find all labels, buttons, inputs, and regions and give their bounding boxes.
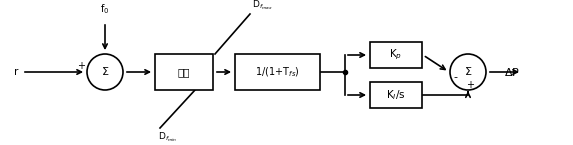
Text: Σ: Σ xyxy=(101,67,108,77)
Text: D$_{f_{max}}$: D$_{f_{max}}$ xyxy=(252,0,273,12)
Text: 死区: 死区 xyxy=(178,67,190,77)
Text: f$_0$: f$_0$ xyxy=(100,2,109,16)
Bar xyxy=(235,54,320,90)
Text: -: - xyxy=(453,72,457,82)
Circle shape xyxy=(450,54,486,90)
Text: r: r xyxy=(14,67,18,77)
Bar xyxy=(370,42,422,68)
Text: D$_{f_{min}}$: D$_{f_{min}}$ xyxy=(158,130,177,144)
Text: K$_I$/s: K$_I$/s xyxy=(386,88,406,102)
Text: Σ: Σ xyxy=(465,67,472,77)
Bar xyxy=(155,54,213,90)
Circle shape xyxy=(87,54,123,90)
Text: +: + xyxy=(77,61,85,71)
Bar xyxy=(370,82,422,108)
Text: +: + xyxy=(466,80,474,90)
Text: 1/(1+T$_{fs}$): 1/(1+T$_{fs}$) xyxy=(255,65,300,79)
Text: K$_p$: K$_p$ xyxy=(390,48,403,62)
Text: $\Delta$P: $\Delta$P xyxy=(504,66,520,78)
